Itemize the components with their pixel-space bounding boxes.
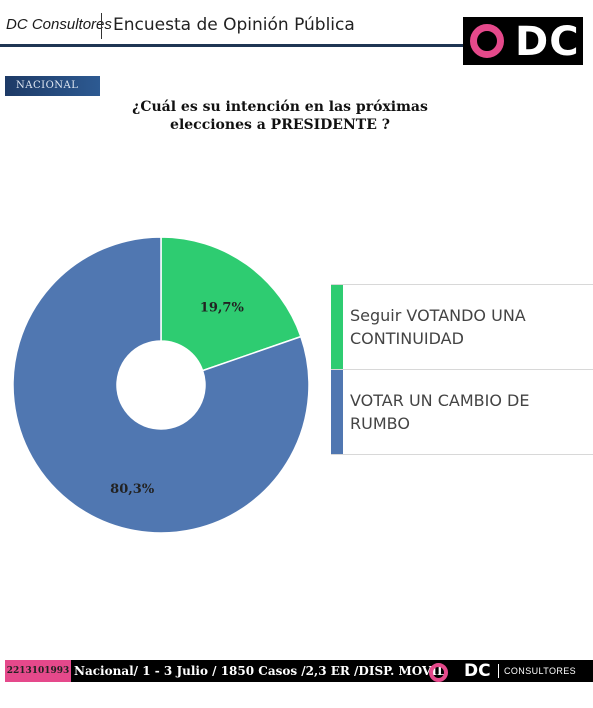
footer-logo-text: DC xyxy=(464,661,491,681)
chart-title: ¿Cuál es su intención en las próximas el… xyxy=(120,98,440,134)
data-label-2: 80,3% xyxy=(110,482,155,497)
footer-logo-divider xyxy=(498,664,499,678)
logo-ring-icon xyxy=(470,24,504,58)
legend-item-2: VOTAR UN CAMBIO DE RUMBO xyxy=(331,369,593,455)
donut-slice-1 xyxy=(160,236,302,372)
footer-logo-ring-icon xyxy=(429,663,448,682)
donut-chart: 19,7% 80,3% xyxy=(12,236,310,534)
legend-label-1: Seguir VOTANDO UNA CONTINUIDAD xyxy=(350,306,526,348)
donut-slice-2 xyxy=(12,236,310,534)
dc-logo: DC xyxy=(463,17,583,65)
header-underline xyxy=(0,44,470,47)
legend-swatch-1 xyxy=(331,285,343,369)
chart-legend: Seguir VOTANDO UNA CONTINUIDAD VOTAR UN C… xyxy=(331,284,593,455)
footer-info: Nacional/ 1 - 3 Julio / 1850 Casos /2,3 … xyxy=(74,664,446,678)
header-divider xyxy=(101,13,102,39)
legend-label-2: VOTAR UN CAMBIO DE RUMBO xyxy=(350,391,530,433)
footer-logo-sub: CONSULTORES xyxy=(504,666,577,676)
legend-item-1: Seguir VOTANDO UNA CONTINUIDAD xyxy=(331,284,593,369)
chart-title-line-1: ¿Cuál es su intención en las próximas xyxy=(132,99,428,115)
footer: 2213101993 Nacional/ 1 - 3 Julio / 1850 … xyxy=(0,660,593,682)
brand-name: DC Consultores xyxy=(6,16,112,33)
data-label-1: 19,7% xyxy=(200,301,245,316)
footer-bar: Nacional/ 1 - 3 Julio / 1850 Casos /2,3 … xyxy=(71,660,593,682)
region-tag: NACIONAL xyxy=(5,76,100,96)
chart-title-line-2: elecciones a PRESIDENTE ? xyxy=(170,117,390,133)
logo-text: DC xyxy=(515,19,580,65)
header: DC Consultores Encuesta de Opinión Públi… xyxy=(0,0,593,65)
footer-phone: 2213101993 xyxy=(5,660,71,682)
legend-swatch-2 xyxy=(331,370,343,454)
page-title: Encuesta de Opinión Pública xyxy=(113,15,355,35)
